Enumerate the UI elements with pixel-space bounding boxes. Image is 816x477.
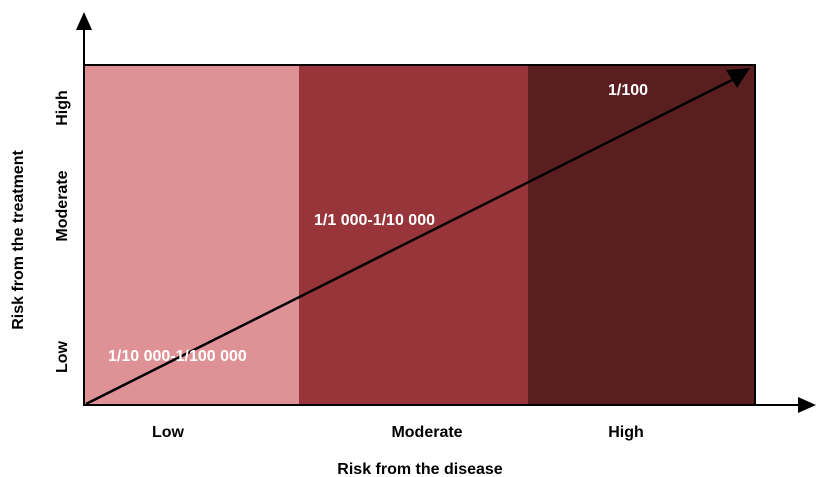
y-level-high: High xyxy=(54,90,71,126)
zone-moderate xyxy=(299,65,528,405)
x-axis-title: Risk from the disease xyxy=(337,461,503,477)
x-level-high: High xyxy=(608,424,644,441)
y-level-low: Low xyxy=(54,340,71,373)
zone-low xyxy=(84,65,299,405)
zone-high xyxy=(528,65,755,405)
risk-trend-line xyxy=(85,78,733,406)
y-level-moderate: Moderate xyxy=(54,170,71,241)
risk-trend-arrow-icon xyxy=(726,68,750,88)
y-axis-arrow-icon xyxy=(76,12,92,30)
zone-low-risk-label: 1/10 000-1/100 000 xyxy=(108,348,247,365)
x-axis-arrow-icon xyxy=(798,397,816,413)
zone-high-risk-label: 1/100 xyxy=(608,82,648,99)
zone-moderate-risk-label: 1/1 000-1/10 000 xyxy=(314,212,435,229)
x-level-moderate: Moderate xyxy=(391,424,462,441)
y-axis-title: Risk from the treatment xyxy=(10,150,27,330)
x-level-low: Low xyxy=(152,424,185,441)
